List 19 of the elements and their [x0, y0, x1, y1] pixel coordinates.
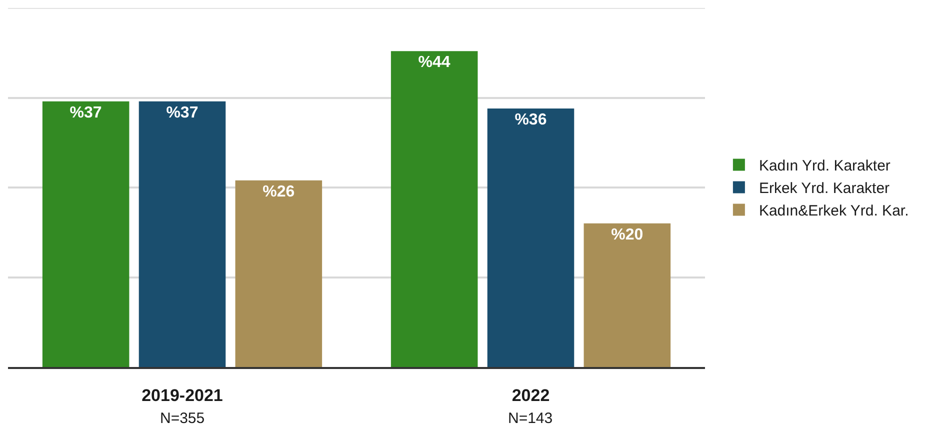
data-label: %37 [166, 104, 198, 122]
text: N=143 [508, 410, 553, 427]
bar [487, 108, 574, 367]
text: N=355 [160, 410, 205, 427]
bar [235, 180, 322, 367]
data-label: %20 [611, 226, 644, 244]
legend-label: Kadın Yrd. Karakter [758, 158, 890, 175]
data-label: %44 [418, 54, 450, 72]
data-label: %36 [514, 112, 547, 129]
data-label: %37 [70, 104, 102, 122]
bar [584, 223, 671, 367]
bar [390, 51, 478, 367]
legend-label: Kadın&Erkek Yrd. Kar. [758, 202, 909, 220]
x-tick-label: 2019-2021 [142, 386, 223, 406]
legend-label: Erkek Yrd. Karakter [758, 180, 890, 198]
bar [42, 101, 130, 367]
x-tick-label: 2022 [512, 386, 550, 406]
bar [138, 101, 226, 367]
data-label: %26 [262, 183, 295, 200]
